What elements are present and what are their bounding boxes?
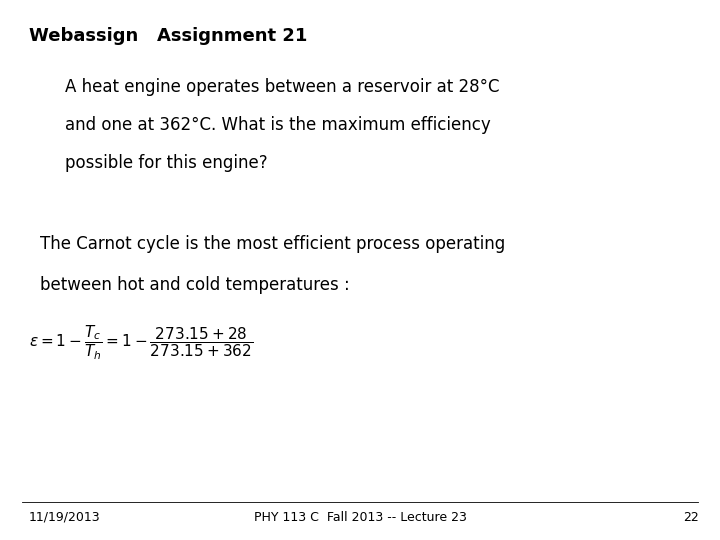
- Text: The Carnot cycle is the most efficient process operating: The Carnot cycle is the most efficient p…: [40, 235, 505, 253]
- Text: between hot and cold temperatures :: between hot and cold temperatures :: [40, 276, 349, 294]
- Text: PHY 113 C  Fall 2013 -- Lecture 23: PHY 113 C Fall 2013 -- Lecture 23: [253, 511, 467, 524]
- Text: possible for this engine?: possible for this engine?: [65, 154, 267, 172]
- Text: Webassign   Assignment 21: Webassign Assignment 21: [29, 27, 307, 45]
- Text: and one at 362°C. What is the maximum efficiency: and one at 362°C. What is the maximum ef…: [65, 116, 490, 134]
- Text: A heat engine operates between a reservoir at 28°C: A heat engine operates between a reservo…: [65, 78, 499, 96]
- Text: 22: 22: [683, 511, 698, 524]
- Text: 11/19/2013: 11/19/2013: [29, 511, 100, 524]
- Text: $\varepsilon = 1 - \dfrac{T_c}{T_h} = 1 - \dfrac{273.15 + 28}{273.15 + 362}$: $\varepsilon = 1 - \dfrac{T_c}{T_h} = 1 …: [29, 324, 253, 362]
